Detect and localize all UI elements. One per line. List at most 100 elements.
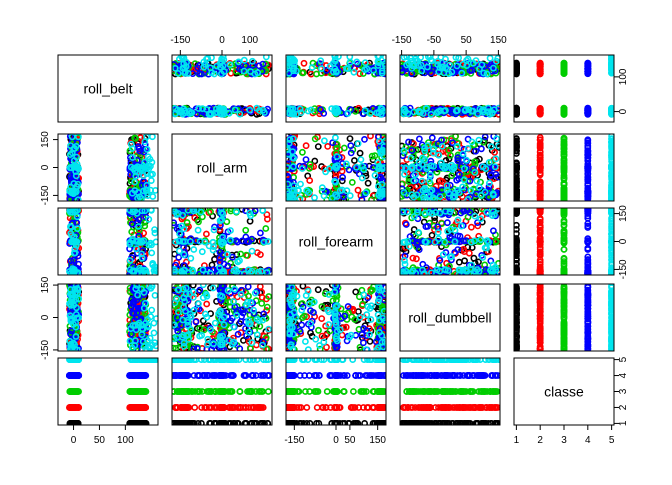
point-class-3 — [300, 150, 305, 155]
point-class-5 — [319, 66, 324, 71]
point-class-5 — [460, 151, 465, 156]
point-class-5 — [476, 138, 481, 143]
point-class-1 — [352, 158, 357, 163]
point-class-1 — [347, 136, 352, 141]
point-class-5 — [188, 256, 193, 261]
point-class-5 — [150, 194, 155, 199]
point-class-5 — [372, 173, 377, 178]
point-class-4 — [257, 63, 262, 68]
point-class-5 — [358, 157, 363, 162]
points-roll_belt-roll_dumbbell — [399, 54, 502, 117]
point-class-5 — [152, 227, 157, 232]
point-class-3 — [263, 226, 268, 231]
point-class-3 — [208, 209, 213, 214]
point-class-5 — [191, 247, 196, 252]
point-class-5 — [469, 139, 474, 144]
point-class-2 — [410, 256, 415, 261]
point-class-1 — [316, 144, 321, 149]
point-class-3 — [132, 135, 137, 140]
panel-roll_arm-vs-roll_arm: roll_arm — [172, 134, 272, 201]
point-class-4 — [348, 143, 353, 148]
point-class-5 — [141, 173, 146, 178]
point-class-5 — [146, 217, 151, 222]
point-class-2 — [469, 225, 474, 230]
point-class-5 — [494, 136, 499, 141]
point-class-5 — [321, 193, 326, 198]
panel-roll_belt-vs-roll_forearm — [284, 54, 388, 123]
point-class-5 — [417, 160, 422, 165]
point-class-5 — [474, 178, 479, 183]
point-class-1 — [471, 256, 476, 261]
points-roll_arm-roll_dumbbell — [399, 134, 502, 203]
point-class-5 — [344, 188, 349, 193]
point-class-5 — [234, 209, 239, 214]
panel-roll_forearm-vs-roll_forearm: roll_forearm — [286, 208, 386, 275]
variable-label-roll_belt: roll_belt — [83, 81, 132, 97]
panel-roll_belt-vs-roll_belt: roll_belt — [58, 55, 158, 122]
panel-roll_arm-vs-roll_belt — [58, 134, 158, 203]
panel-roll_arm-vs-roll_forearm — [284, 133, 388, 202]
panel-roll_arm-vs-classe — [514, 134, 614, 203]
point-class-5 — [145, 147, 150, 152]
points-roll_belt-roll_arm — [171, 54, 271, 117]
point-class-5 — [488, 56, 493, 61]
point-class-5 — [345, 66, 350, 71]
point-class-4 — [74, 220, 79, 225]
point-class-4 — [303, 157, 308, 162]
point-class-1 — [366, 181, 371, 186]
point-class-4 — [258, 230, 263, 235]
point-class-1 — [457, 260, 462, 265]
points-roll_arm-roll_belt — [67, 134, 158, 203]
variable-label-roll_forearm: roll_forearm — [299, 234, 374, 250]
point-class-3 — [314, 71, 319, 76]
point-class-5 — [377, 139, 382, 144]
point-class-3 — [238, 251, 243, 256]
point-class-5 — [320, 185, 325, 190]
panel-roll_arm-vs-roll_dumbbell — [399, 134, 502, 203]
point-class-2 — [304, 143, 309, 148]
panel-roll_forearm-vs-roll_arm — [171, 206, 272, 277]
point-class-5 — [466, 146, 471, 151]
point-class-5 — [149, 250, 154, 255]
point-class-3 — [350, 180, 355, 185]
variable-label-roll_arm: roll_arm — [197, 160, 248, 176]
points-roll_forearm-roll_belt — [67, 206, 159, 277]
panel-roll_belt-vs-roll_arm — [171, 54, 272, 122]
point-class-4 — [349, 150, 354, 155]
point-class-4 — [445, 220, 450, 225]
point-class-5 — [198, 239, 203, 244]
point-class-5 — [487, 181, 492, 186]
points-roll_belt-roll_forearm — [284, 54, 388, 117]
point-class-1 — [212, 257, 217, 262]
point-class-4 — [359, 197, 364, 202]
point-class-2 — [255, 250, 260, 255]
point-class-1 — [358, 151, 363, 156]
point-class-2 — [538, 172, 543, 177]
point-class-5 — [298, 182, 303, 187]
point-class-3 — [129, 229, 134, 234]
point-class-5 — [242, 58, 247, 63]
point-class-4 — [491, 228, 496, 233]
point-class-2 — [204, 231, 209, 236]
point-class-5 — [260, 208, 265, 213]
point-class-2 — [355, 188, 360, 193]
point-class-2 — [415, 184, 420, 189]
point-class-5 — [296, 188, 301, 193]
points-roll_arm-classe — [514, 134, 614, 203]
points-roll_belt-classe — [514, 54, 614, 117]
point-class-5 — [312, 195, 317, 200]
point-class-4 — [404, 222, 409, 227]
point-class-2 — [538, 149, 543, 154]
point-class-5 — [148, 188, 153, 193]
point-class-5 — [204, 57, 209, 62]
point-class-3 — [301, 70, 306, 75]
point-class-4 — [430, 135, 435, 140]
point-class-5 — [402, 172, 407, 177]
point-class-5 — [200, 249, 205, 254]
point-class-4 — [420, 262, 425, 267]
point-class-4 — [479, 146, 484, 151]
point-class-5 — [333, 135, 338, 140]
points-roll_forearm-roll_dumbbell — [400, 206, 502, 277]
point-class-5 — [322, 138, 327, 143]
